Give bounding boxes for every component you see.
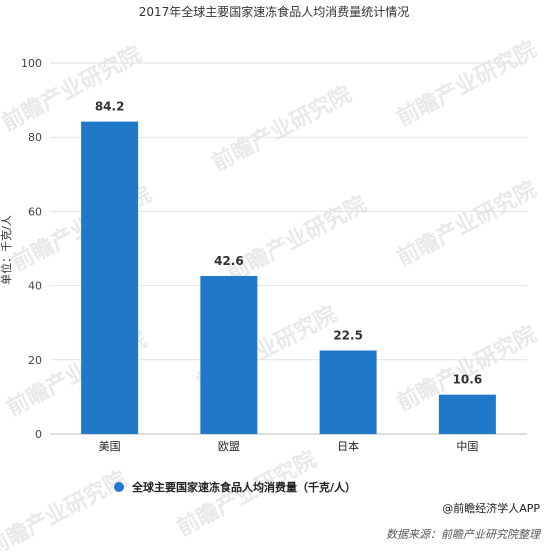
x-axis-ticks: 美国 欧盟 日本 中国 [99, 439, 479, 453]
y-tick-label: 80 [28, 131, 42, 144]
bar [200, 275, 258, 434]
data-label: 84.2 [95, 100, 125, 114]
bar [81, 121, 139, 435]
y-tick-label: 0 [35, 428, 42, 441]
data-labels: 84.2 42.6 22.5 10.6 [95, 100, 482, 387]
data-label: 22.5 [333, 329, 363, 343]
y-axis-label: 单位：千克/人 [0, 215, 13, 285]
watermark: 前瞻产业研究院 [0, 466, 131, 551]
bar [438, 394, 496, 434]
y-tick-label: 100 [21, 57, 42, 70]
chart-title: 2017年全球主要国家速冻食品人均消费量统计情况 [139, 4, 410, 19]
data-label: 10.6 [453, 373, 483, 387]
watermark: 前瞻产业研究院 [223, 191, 371, 286]
y-tick-label: 20 [28, 354, 42, 367]
bars [81, 121, 496, 435]
legend: 全球主要国家速冻食品人均消费量（千克/人） [114, 480, 356, 494]
y-tick-label: 40 [28, 280, 42, 293]
watermark: 前瞻产业研究院 [208, 81, 356, 176]
x-tick-label: 美国 [99, 440, 121, 453]
watermark: 前瞻产业研究院 [393, 36, 541, 131]
y-axis-ticks: 0 20 40 60 80 100 [21, 57, 42, 441]
data-label: 42.6 [214, 254, 244, 268]
watermark: 前瞻产业研究院 [393, 176, 541, 271]
x-tick-label: 欧盟 [218, 440, 240, 453]
y-tick-label: 60 [28, 205, 42, 218]
credit-text: @前瞻经济学人APP [442, 501, 540, 515]
x-tick-label: 中国 [456, 440, 478, 453]
x-tick-label: 日本 [337, 439, 359, 453]
source-text: 数据来源：前瞻产业研究院整理 [386, 528, 542, 541]
legend-label: 全球主要国家速冻食品人均消费量（千克/人） [131, 480, 356, 494]
bar [319, 350, 377, 434]
legend-marker [114, 482, 124, 492]
